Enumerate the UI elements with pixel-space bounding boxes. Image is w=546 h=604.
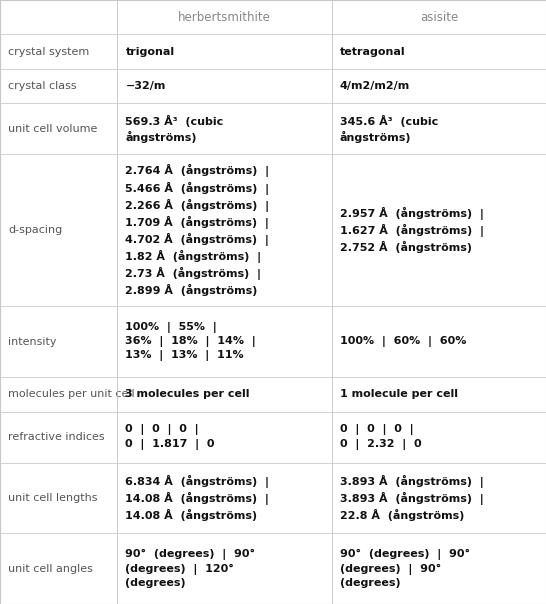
Text: −32/m: −32/m	[126, 81, 166, 91]
Text: 100%  |  60%  |  60%: 100% | 60% | 60%	[340, 336, 466, 347]
Text: molecules per unit cell: molecules per unit cell	[8, 390, 135, 399]
Bar	[332, 411, 546, 463]
Bar	[117, 463, 332, 533]
Bar	[117, 34, 332, 69]
Bar	[0, 103, 117, 154]
Bar	[0, 34, 117, 69]
Text: 0  |  0  |  0  |
0  |  2.32  |  0: 0 | 0 | 0 | 0 | 2.32 | 0	[340, 425, 422, 449]
Bar	[332, 463, 546, 533]
Text: 569.3 Å³  (cubic
ångströms): 569.3 Å³ (cubic ångströms)	[126, 115, 224, 143]
Bar	[0, 0, 117, 34]
Text: 1 molecule per cell: 1 molecule per cell	[340, 390, 458, 399]
Bar	[0, 69, 117, 103]
Bar	[117, 306, 332, 377]
Text: 2.764 Å  (ångströms)  |
5.466 Å  (ångströms)  |
2.266 Å  (ångströms)  |
1.709 Å : 2.764 Å (ångströms) | 5.466 Å (ångströms…	[126, 164, 270, 296]
Text: unit cell angles: unit cell angles	[8, 564, 93, 574]
Bar	[117, 533, 332, 604]
Text: unit cell lengths: unit cell lengths	[8, 493, 98, 503]
Text: 90°  (degrees)  |  90°
(degrees)  |  90°
(degrees): 90° (degrees) | 90° (degrees) | 90° (deg…	[340, 550, 470, 588]
Bar	[332, 69, 546, 103]
Bar	[117, 377, 332, 411]
Bar	[0, 463, 117, 533]
Bar	[117, 411, 332, 463]
Bar	[0, 306, 117, 377]
Text: asisite: asisite	[420, 11, 459, 24]
Bar	[332, 377, 546, 411]
Bar	[117, 69, 332, 103]
Bar	[332, 533, 546, 604]
Text: herbertsmithite: herbertsmithite	[178, 11, 271, 24]
Bar	[117, 103, 332, 154]
Bar	[0, 533, 117, 604]
Text: 3 molecules per cell: 3 molecules per cell	[126, 390, 250, 399]
Bar	[117, 154, 332, 306]
Bar	[0, 154, 117, 306]
Text: refractive indices: refractive indices	[8, 432, 105, 442]
Text: trigonal: trigonal	[126, 47, 175, 57]
Bar	[332, 34, 546, 69]
Text: 4/m2/m2/m: 4/m2/m2/m	[340, 81, 410, 91]
Bar	[332, 154, 546, 306]
Bar	[332, 0, 546, 34]
Text: tetragonal: tetragonal	[340, 47, 406, 57]
Text: 0  |  0  |  0  |
0  |  1.817  |  0: 0 | 0 | 0 | 0 | 1.817 | 0	[126, 425, 215, 449]
Bar	[332, 103, 546, 154]
Text: 100%  |  55%  |
36%  |  18%  |  14%  |
13%  |  13%  |  11%: 100% | 55% | 36% | 18% | 14% | 13% | 13%…	[126, 322, 256, 361]
Text: crystal class: crystal class	[8, 81, 76, 91]
Text: unit cell volume: unit cell volume	[8, 124, 97, 133]
Text: 345.6 Å³  (cubic
ångströms): 345.6 Å³ (cubic ångströms)	[340, 115, 438, 143]
Bar	[0, 377, 117, 411]
Text: 3.893 Å  (ångströms)  |
3.893 Å  (ångströms)  |
22.8 Å  (ångströms): 3.893 Å (ångströms) | 3.893 Å (ångströms…	[340, 475, 484, 521]
Text: 2.957 Å  (ångströms)  |
1.627 Å  (ångströms)  |
2.752 Å  (ångströms): 2.957 Å (ångströms) | 1.627 Å (ångströms…	[340, 207, 484, 254]
Text: d-spacing: d-spacing	[8, 225, 62, 236]
Bar	[117, 0, 332, 34]
Bar	[0, 411, 117, 463]
Text: intensity: intensity	[8, 337, 56, 347]
Bar	[332, 306, 546, 377]
Text: crystal system: crystal system	[8, 47, 89, 57]
Text: 90°  (degrees)  |  90°
(degrees)  |  120°
(degrees): 90° (degrees) | 90° (degrees) | 120° (de…	[126, 550, 256, 588]
Text: 6.834 Å  (ångströms)  |
14.08 Å  (ångströms)  |
14.08 Å  (ångströms): 6.834 Å (ångströms) | 14.08 Å (ångströms…	[126, 475, 269, 521]
